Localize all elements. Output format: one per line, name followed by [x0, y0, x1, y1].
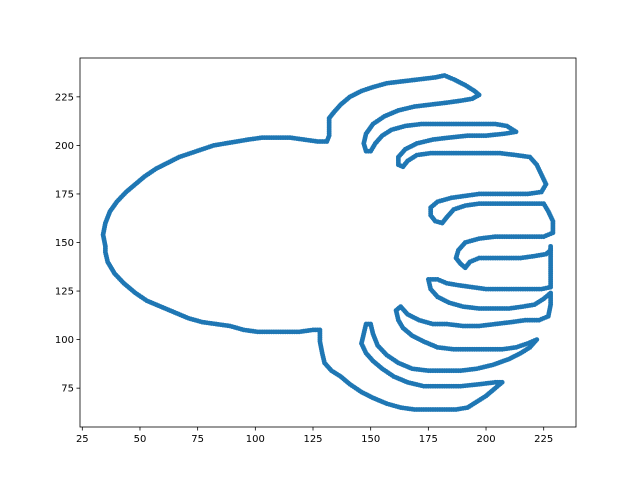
plot-background — [80, 58, 576, 427]
data-point — [102, 245, 108, 251]
x-axis: 25 50 75 100 125 150 175 200 225 — [76, 427, 553, 445]
y-tick-label: 75 — [61, 384, 74, 395]
y-tick-label: 225 — [55, 92, 74, 103]
y-tick-label: 200 — [55, 141, 74, 152]
x-tick-label: 125 — [303, 434, 322, 445]
y-axis: 75 100 125 150 175 200 225 — [55, 92, 80, 395]
x-tick-label: 25 — [76, 434, 89, 445]
x-tick-label: 75 — [191, 434, 204, 445]
x-tick-label: 100 — [246, 434, 265, 445]
y-tick-label: 175 — [55, 189, 74, 200]
y-tick-label: 150 — [55, 238, 74, 249]
data-points — [100, 73, 556, 412]
y-tick-label: 100 — [55, 335, 74, 346]
x-tick-label: 50 — [134, 434, 147, 445]
x-tick-label: 225 — [534, 434, 553, 445]
y-tick-label: 125 — [55, 287, 74, 298]
x-tick-label: 150 — [361, 434, 380, 445]
x-tick-label: 175 — [419, 434, 438, 445]
x-tick-label: 200 — [476, 434, 495, 445]
